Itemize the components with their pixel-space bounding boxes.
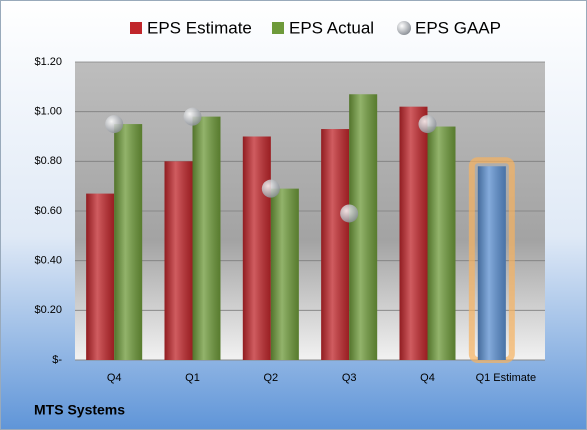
bar-shine bbox=[114, 124, 143, 360]
bar-shine bbox=[192, 116, 221, 360]
y-tick-label: $0.80 bbox=[34, 155, 62, 167]
y-tick-label: $- bbox=[52, 354, 62, 366]
bar-shine bbox=[477, 166, 506, 360]
bar-shine bbox=[270, 188, 299, 360]
bar-shine bbox=[321, 129, 350, 360]
legend-label: EPS Actual bbox=[289, 18, 374, 37]
x-tick-label: Q4 bbox=[107, 372, 122, 384]
x-tick-label: Q3 bbox=[342, 372, 357, 384]
x-tick-label: Q2 bbox=[263, 372, 278, 384]
gaap-marker bbox=[340, 204, 359, 223]
legend-marker bbox=[397, 21, 411, 35]
y-tick-label: $0.60 bbox=[34, 205, 62, 217]
y-tick-label: $1.20 bbox=[34, 56, 62, 68]
y-tick-label: $0.20 bbox=[34, 304, 62, 316]
legend-label: EPS GAAP bbox=[415, 18, 501, 37]
bar-shine bbox=[242, 136, 271, 360]
y-tick-label: $0.40 bbox=[34, 255, 62, 267]
x-tick-label: Q1 bbox=[185, 372, 200, 384]
x-tick-label: Q4 bbox=[420, 372, 435, 384]
bar-shine bbox=[399, 106, 428, 360]
legend-marker bbox=[272, 22, 284, 34]
bar-shine bbox=[427, 126, 456, 360]
bar-shine bbox=[349, 94, 378, 361]
bar-shine bbox=[86, 193, 115, 360]
x-tick-label: Q1 Estimate bbox=[476, 372, 537, 384]
bar-shine bbox=[164, 161, 193, 360]
legend-label: EPS Estimate bbox=[147, 18, 252, 37]
legend-marker bbox=[130, 22, 142, 34]
chart-title: MTS Systems bbox=[34, 402, 125, 418]
gaap-marker bbox=[105, 115, 124, 134]
gaap-marker bbox=[183, 107, 202, 126]
gaap-marker bbox=[418, 115, 437, 134]
y-tick-label: $1.00 bbox=[34, 106, 62, 118]
gaap-marker bbox=[261, 179, 280, 198]
